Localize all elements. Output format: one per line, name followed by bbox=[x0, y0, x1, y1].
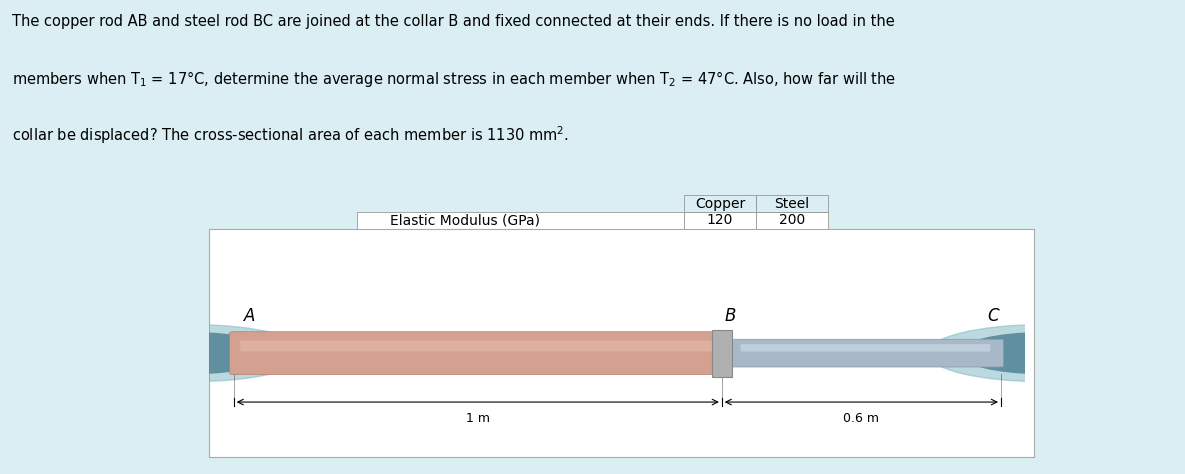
Text: C: C bbox=[987, 307, 999, 325]
Bar bbox=[711, 330, 732, 376]
Text: B: B bbox=[724, 307, 736, 325]
Text: 0.6 m: 0.6 m bbox=[844, 412, 879, 425]
Circle shape bbox=[111, 333, 275, 374]
Text: 1 m: 1 m bbox=[466, 412, 489, 425]
FancyBboxPatch shape bbox=[741, 344, 991, 352]
Text: members when T$_1$ = 17°C, determine the average normal stress in each member wh: members when T$_1$ = 17°C, determine the… bbox=[12, 69, 896, 89]
Circle shape bbox=[960, 333, 1123, 374]
FancyBboxPatch shape bbox=[230, 332, 726, 374]
FancyBboxPatch shape bbox=[731, 339, 1004, 367]
FancyBboxPatch shape bbox=[241, 340, 716, 352]
Bar bbox=[165, 343, 185, 363]
Circle shape bbox=[78, 325, 307, 382]
Text: The copper rod AB and steel rod BC are joined at the collar B and fixed connecte: The copper rod AB and steel rod BC are j… bbox=[12, 14, 895, 29]
Bar bbox=[1050, 343, 1070, 363]
FancyBboxPatch shape bbox=[210, 229, 1033, 457]
Text: A: A bbox=[244, 307, 256, 325]
Text: collar be displaced? The cross-sectional area of each member is 1130 mm$^2$.: collar be displaced? The cross-sectional… bbox=[12, 124, 569, 146]
Circle shape bbox=[928, 325, 1155, 382]
